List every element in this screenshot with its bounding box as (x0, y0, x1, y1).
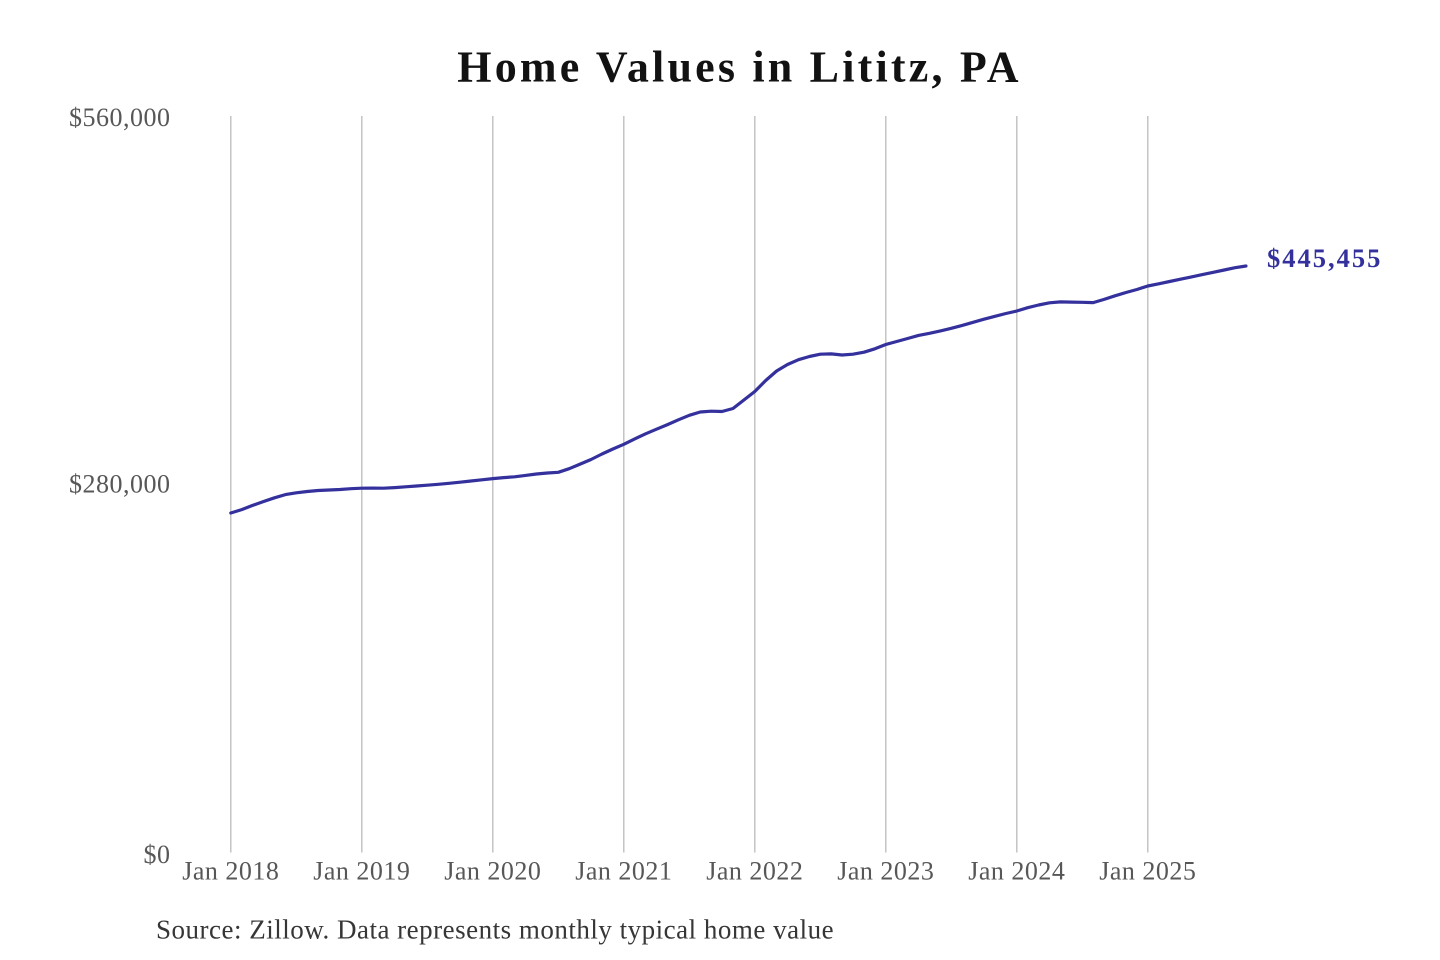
svg-text:Jan 2019: Jan 2019 (313, 857, 410, 886)
svg-text:$280,000: $280,000 (69, 470, 171, 499)
svg-text:Jan 2022: Jan 2022 (706, 857, 803, 886)
svg-text:Jan 2025: Jan 2025 (1099, 857, 1196, 886)
svg-text:Jan 2020: Jan 2020 (444, 857, 541, 886)
svg-text:$445,455: $445,455 (1267, 243, 1382, 273)
svg-text:$0: $0 (144, 840, 171, 869)
svg-text:$560,000: $560,000 (69, 103, 171, 132)
svg-text:Jan 2024: Jan 2024 (968, 857, 1065, 886)
svg-text:Jan 2023: Jan 2023 (837, 857, 934, 886)
svg-text:Jan 2021: Jan 2021 (575, 857, 672, 886)
svg-text:Home Values in Lititz, PA: Home Values in Lititz, PA (457, 43, 1021, 92)
svg-text:Jan 2018: Jan 2018 (182, 857, 279, 886)
svg-text:Source: Zillow. Data represent: Source: Zillow. Data represents monthly … (156, 915, 834, 945)
